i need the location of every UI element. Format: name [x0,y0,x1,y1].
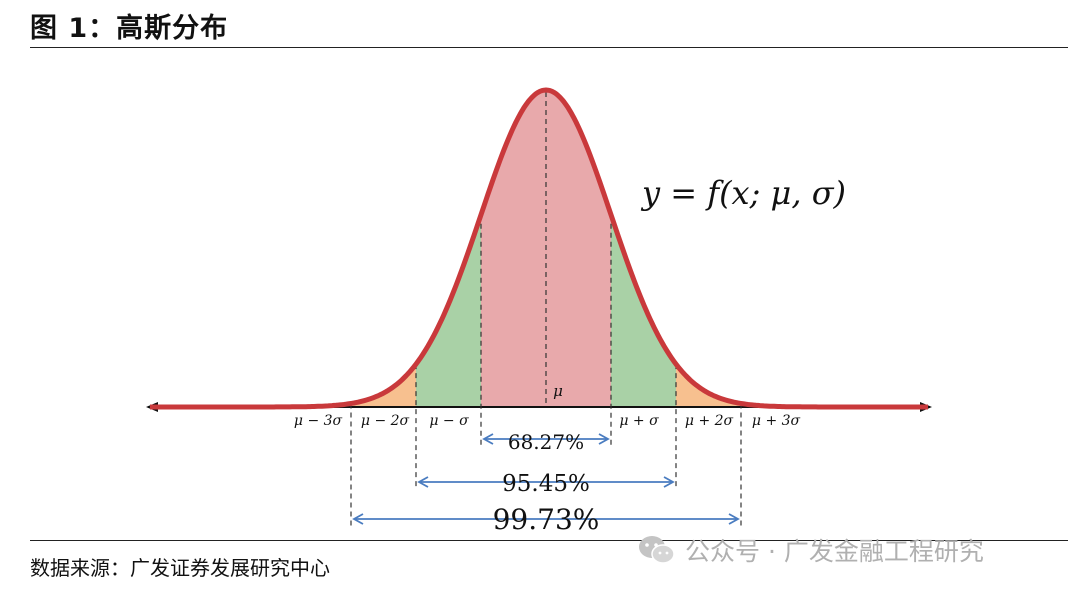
watermark-text: 公众号 · 广发金融工程研究 [685,537,984,566]
formula-label: y = f(x; μ, σ) [640,174,846,212]
interval-arrows [352,433,740,525]
interval-label-99: 99.73% [493,503,600,536]
tick-label-mu-minus-3sigma: μ − 3σ [294,413,343,429]
tick-label-mu-plus-sigma: μ + σ [619,413,659,429]
interval-arrow-1sigma [482,433,610,445]
interval-arrow-3sigma [352,513,740,525]
bell-curve [149,87,929,410]
interval-arrow-2sigma [417,476,675,488]
figure-title: 图 1：高斯分布 [30,13,229,44]
tick-label-mu-minus-sigma: μ − σ [429,413,469,429]
source-text: 数据来源：广发证券发展研究中心 [30,556,330,580]
sigma-boundary-lines [350,92,742,529]
interval-label-95: 95.45% [502,471,590,497]
title-rule [30,47,1068,48]
tick-label-mu-minus-2sigma: μ − 2σ [361,413,410,429]
watermark: 公众号 · 广发金融工程研究 [637,532,984,568]
interval-label-68: 68.27% [508,430,584,454]
tick-label-mu-plus-3sigma: μ + 3σ [752,413,801,429]
wechat-icon [639,536,675,564]
source-rule [30,540,1068,541]
tick-label-mu-plus-2sigma: μ + 2σ [685,413,734,429]
mu-label: μ [553,382,563,400]
